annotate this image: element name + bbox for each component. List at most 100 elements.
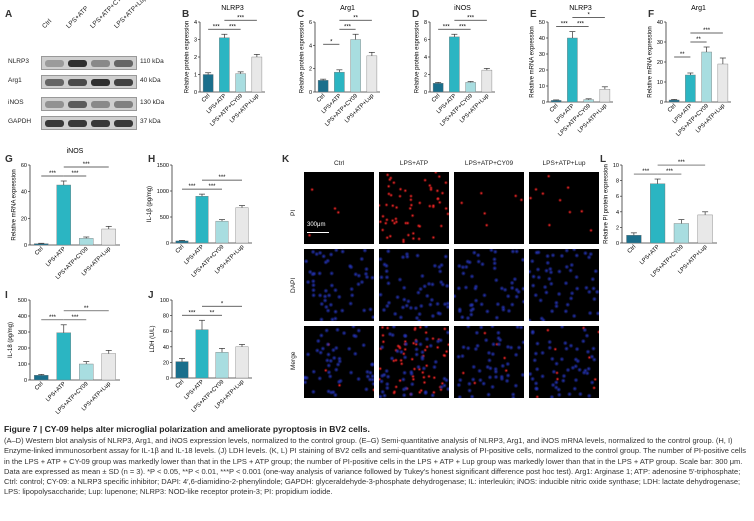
bar (175, 361, 189, 379)
y-tick-label: 2 (424, 73, 427, 79)
micrograph-dapi (379, 249, 449, 321)
significance-label: *** (678, 160, 686, 166)
blot-kda-label: 130 kDa (140, 99, 165, 106)
y-tick-label: 40 (21, 190, 27, 196)
blot-band (91, 60, 110, 67)
micrograph-column-label: Ctrl (333, 160, 345, 167)
figure-caption: Figure 7 | CY-09 helps alter microglial … (4, 424, 750, 497)
bar (465, 82, 476, 93)
micrograph-pi: 300μm (304, 172, 374, 244)
bar (219, 37, 230, 93)
x-tick-label: LPS+ATP (639, 244, 661, 266)
caption-title: Figure 7 | CY-09 helps alter microglial … (4, 424, 370, 434)
x-tick-label: Ctrl (316, 93, 327, 104)
bar (449, 36, 460, 93)
y-tick-label: 0 (616, 241, 619, 247)
micrograph-pi (379, 172, 449, 244)
bar (317, 80, 329, 93)
y-axis-label: Relative PI protein expression (603, 164, 609, 244)
chart-title: NLRP3 (221, 5, 244, 12)
x-tick-label: LPS+ATP+Lup (577, 103, 608, 134)
blot-band (114, 60, 133, 67)
significance-label: *** (71, 171, 79, 177)
micrograph-row-label: Merge (290, 351, 297, 370)
micrograph-pi (529, 172, 599, 244)
y-tick-label: 40 (539, 36, 545, 42)
y-tick-label: 6 (616, 194, 619, 200)
bar (56, 332, 71, 381)
panel-label-b: B (182, 9, 190, 20)
micrograph-merge (529, 326, 599, 398)
y-tick-label: 6 (424, 38, 427, 44)
bar (432, 83, 444, 93)
x-tick-label: Ctrl (667, 103, 678, 114)
chart-title: Arg1 (340, 5, 355, 12)
y-tick-label: 4 (616, 210, 619, 216)
blot-kda-label: 110 kDa (140, 58, 164, 65)
bar (79, 363, 94, 381)
blot-strip (41, 116, 137, 130)
blot-kda-label: 40 kDa (140, 77, 161, 84)
blot-kda-label: 37 kDa (140, 118, 161, 125)
blot-band (91, 120, 110, 127)
y-tick-label: 60 (21, 163, 27, 169)
y-tick-label: 20 (657, 60, 663, 66)
y-axis-label: Relative mRNA expression (11, 169, 17, 240)
significance-label: * (330, 39, 333, 45)
bar (101, 228, 116, 246)
blot-band (68, 60, 87, 67)
micrograph-column-label: LPS+ATP+Lup (542, 160, 586, 167)
significance-label: ** (353, 15, 358, 21)
chart-title: iNOS (454, 5, 471, 12)
x-tick-label: LPS+ATP+Lup (344, 93, 375, 124)
y-tick-label: 50 (539, 20, 545, 26)
y-tick-label: 300 (18, 330, 27, 336)
y-tick-label: 20 (539, 68, 545, 74)
x-tick-label: LPS+ATP+Lup (229, 93, 260, 124)
bar (235, 207, 249, 244)
y-tick-label: 2 (194, 55, 197, 61)
significance-label: *** (188, 310, 196, 316)
y-tick-label: 20 (163, 360, 169, 366)
y-tick-label: 200 (18, 346, 27, 352)
micrograph-dapi (529, 249, 599, 321)
bar (701, 51, 712, 103)
microscopy-panel: Ctrl LPS+ATP LPS+ATP+CY09 LPS+ATP+Lup PI 300μ… (282, 160, 599, 416)
significance-label: *** (467, 15, 475, 21)
panel-label-a: A (5, 9, 13, 20)
y-tick-label: 60 (163, 329, 169, 335)
blot-band (114, 120, 133, 127)
significance-label: *** (71, 315, 79, 321)
y-tick-label: 500 (18, 298, 27, 304)
x-tick-label: Ctrl (549, 103, 560, 114)
x-tick-label: Ctrl (175, 244, 186, 255)
bar (697, 214, 713, 244)
bar (567, 37, 578, 103)
bar (366, 55, 378, 93)
panel-label-g: G (5, 154, 13, 165)
chart-title: iNOS (67, 148, 84, 155)
bar (56, 184, 71, 246)
chart-title: NLRP3 (569, 5, 592, 12)
y-tick-label: 4 (194, 20, 197, 26)
y-tick-label: 0 (660, 100, 663, 106)
y-tick-label: 40 (657, 20, 663, 26)
y-tick-label: 80 (163, 314, 169, 320)
scale-bar (307, 232, 329, 233)
bar (717, 63, 729, 103)
y-tick-label: 30 (539, 52, 545, 58)
micrograph-row-label: DAPI (290, 277, 297, 293)
x-tick-label: Ctrl (34, 381, 45, 392)
y-tick-label: 1500 (157, 163, 169, 169)
y-tick-label: 3 (194, 38, 197, 44)
bar (599, 88, 611, 103)
significance-label: *** (642, 169, 650, 175)
blot-band (114, 79, 133, 86)
blot-protein-label: NLRP3 (8, 58, 29, 65)
significance-label: *** (49, 171, 57, 177)
y-tick-label: 1 (194, 73, 197, 79)
blot-band (45, 101, 64, 108)
y-tick-label: 400 (18, 314, 27, 320)
panel-label-h: H (148, 154, 156, 165)
y-tick-label: 2 (309, 67, 312, 73)
